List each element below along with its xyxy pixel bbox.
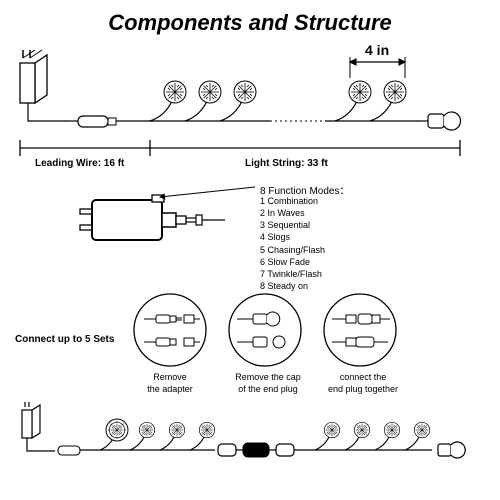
step2-line1: Remove the cap [228,372,308,382]
leading-wire-label: Leading Wire: 16 ft [35,158,124,169]
mode-8: 8 Steady on [260,280,325,292]
spacing-label: 4 in [365,42,389,58]
row1-string-diagram [20,50,460,130]
row4-connected [22,402,465,458]
step1-line2: the adapter [140,384,200,394]
light-string-label: Light String: 33 ft [245,158,328,169]
mode-6: 6 Slow Fade [260,256,325,268]
mode-2: 2 In Waves [260,207,325,219]
mode-4: 4 Slogs [260,231,325,243]
row2-adapter [80,187,255,240]
modes-list: 1 Combination 2 In Waves 3 Sequential 4 … [260,195,325,292]
diagram-svg [0,0,500,500]
mode-5: 5 Chasing/Flash [260,244,325,256]
connect-label: Connect up to 5 Sets [15,334,114,345]
step3-line1: connect the [328,372,398,382]
step2-line2: of the end plug [228,384,308,394]
mode-1: 1 Combination [260,195,325,207]
dimension-line [20,140,460,156]
mode-7: 7 Twinkle/Flash [260,268,325,280]
step1-line1: Remove [150,372,190,382]
step3-line2: end plug together [318,384,408,394]
row3-steps [134,294,396,366]
mode-3: 3 Sequential [260,219,325,231]
